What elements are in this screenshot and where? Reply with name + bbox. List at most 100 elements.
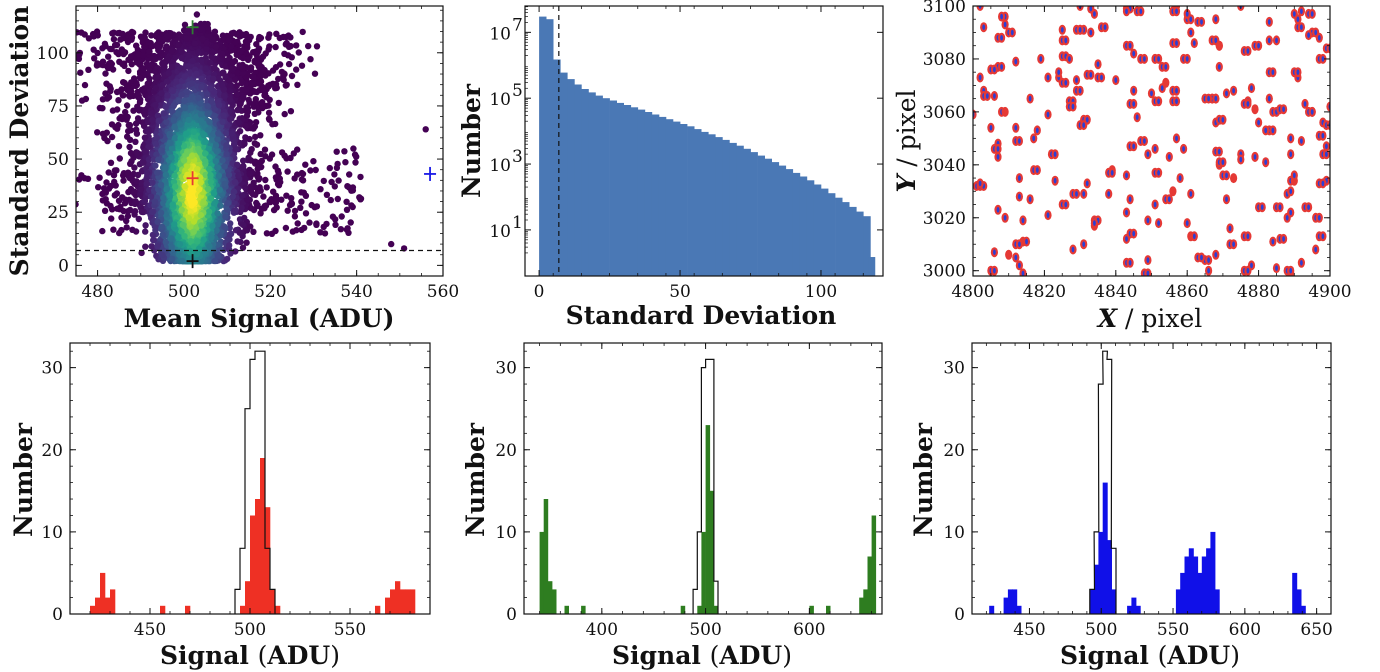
scatter-point [163,220,170,227]
scatter-point [115,197,123,204]
scatter-point [172,134,179,141]
scatter-point [158,147,165,154]
scatter-point [78,97,86,104]
scatter-point [232,248,239,255]
scatter-point [125,122,132,129]
scatter-point [221,223,228,231]
scatter-point [141,134,149,141]
scatter-point [197,111,205,118]
scatter-point [272,174,280,181]
scatter-point [253,199,260,207]
scatter-point [333,148,340,155]
scatter-point [130,107,137,114]
scatter-point [151,223,158,230]
scatter-point [263,230,271,237]
scatter-point [181,183,188,190]
scatter-point [101,207,109,214]
scatter-point [190,128,197,135]
scatter-point [236,48,244,55]
scatter-point [143,169,151,177]
scatter-point [110,36,118,43]
scatter-point [117,36,124,43]
scatter-point [214,210,221,217]
scatter-point [113,41,121,49]
scatter-point [223,142,230,149]
scatter-point [260,193,267,200]
scatter-point [232,146,239,153]
scatter-point [226,242,233,249]
scatter-point [169,87,177,95]
scatter-point [85,66,92,74]
scatter-point [68,44,74,50]
scatter-point [154,112,162,119]
scatter-point [280,33,287,41]
scatter-point [120,177,127,184]
scatter-point [177,121,184,128]
scatter-point [106,83,114,90]
scatter-point [310,158,317,165]
scatter-point [257,72,265,79]
scatter-point [238,79,246,86]
scatter-point [281,50,288,57]
scatter-point [168,243,175,251]
scatter-point [239,163,247,171]
scatter-point [265,46,272,53]
scatter-point [118,214,125,221]
scatter-point [81,31,88,38]
scatter-point [288,72,296,80]
scatter-point [232,39,239,46]
scatter-point [227,115,234,123]
scatter-point [209,48,217,56]
scatter-point [119,92,127,99]
scatter-point [206,165,213,173]
scatter-point [140,65,147,73]
scatter-point [246,135,253,143]
scatter-point [239,244,247,251]
scatter-point [273,204,280,211]
scatter-point [243,239,250,246]
scatter-point [107,202,114,210]
scatter-point [197,174,204,181]
scatter-point [342,159,349,166]
scatter-point [214,221,221,228]
scatter-point [245,37,253,44]
scatter-point [163,78,171,85]
scatter-point [311,70,319,77]
scatter-point [183,88,190,95]
scatter-point [275,182,283,189]
scatter-point [295,49,302,56]
scatter-point [135,107,143,114]
scatter-point [185,52,192,59]
scatter-point [114,106,121,113]
scatter-point [104,137,111,145]
scatter-point [131,200,139,208]
scatter-point [152,68,159,76]
scatter-point [224,200,231,207]
scatter-point [49,73,55,79]
scatter-point [168,154,175,161]
scatter-point [207,195,215,202]
scatter-point [265,109,273,117]
scatter-point [134,171,142,179]
scatter-point [149,208,156,216]
scatter-point [313,43,321,50]
scatter-point [353,153,360,160]
scatter-point [313,220,320,227]
scatter-point [173,78,181,85]
scatter-point [175,110,182,117]
scatter-point [151,198,159,205]
scatter-point [226,77,233,84]
scatter-point [131,188,138,195]
scatter-point [288,199,295,207]
scatter-point [76,29,81,36]
scatter-point [208,54,216,61]
scatter-point [148,179,155,186]
scatter-point [215,75,222,82]
scatter-point [270,188,277,195]
scatter-point [115,50,122,58]
scatter-point [258,100,265,107]
scatter-point [305,42,312,50]
scatter-point [101,40,109,47]
scatter-point [141,148,149,155]
